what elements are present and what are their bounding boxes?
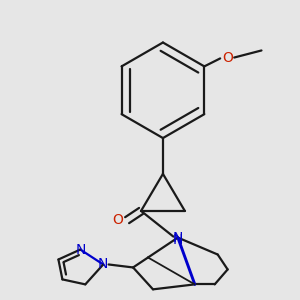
Text: N: N — [173, 232, 183, 247]
Text: O: O — [113, 213, 124, 227]
Text: N: N — [98, 257, 108, 272]
Text: N: N — [75, 242, 86, 256]
Text: O: O — [222, 51, 233, 65]
Text: N: N — [173, 231, 183, 244]
